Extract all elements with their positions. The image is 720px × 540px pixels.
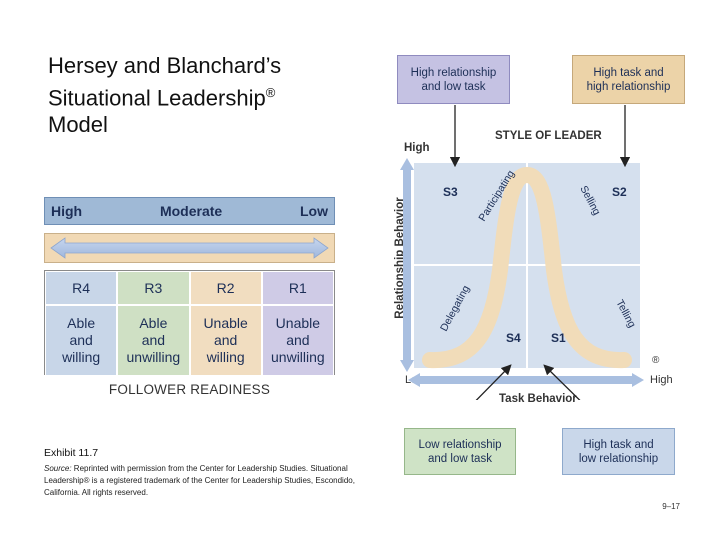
page-number: 9–17 bbox=[662, 502, 680, 511]
quadrant-s4: S4 bbox=[506, 331, 521, 345]
style-curve bbox=[422, 166, 632, 369]
follower-readiness-label: FOLLOWER READINESS bbox=[108, 382, 271, 397]
source-text: Reprinted with permission from the Cente… bbox=[44, 464, 355, 497]
exhibit-label: Exhibit 11.7 bbox=[44, 447, 99, 459]
readiness-arrow-bar bbox=[44, 233, 335, 263]
box-high-task-low-relationship: High task and low relationship bbox=[562, 428, 675, 475]
y-axis-arrow bbox=[400, 158, 414, 372]
x-axis-title: Task Behavior bbox=[499, 393, 577, 405]
readiness-desc-r4: Able and willing bbox=[45, 305, 118, 376]
quadrant-s1: S1 bbox=[551, 331, 566, 345]
source-prefix: Source: bbox=[44, 464, 72, 473]
arrow-to-s1 bbox=[543, 364, 581, 400]
readiness-code-r2: R2 bbox=[189, 271, 262, 305]
readiness-code-r3: R3 bbox=[117, 271, 190, 305]
arrow-to-s4 bbox=[475, 364, 512, 400]
readiness-code-r1: R1 bbox=[261, 271, 334, 305]
readiness-high-label: High bbox=[51, 203, 83, 219]
leadership-style-diagram: S3 S2 S4 S1 Participating Selling Delega… bbox=[400, 105, 644, 400]
quadrant-s2: S2 bbox=[612, 185, 627, 199]
box-low-relationship-low-task: Low relationship and low task bbox=[404, 428, 516, 475]
readiness-moderate-label: Moderate bbox=[159, 203, 223, 219]
readiness-desc-r2: Unable and willing bbox=[189, 305, 262, 376]
double-arrow-icon bbox=[50, 237, 329, 259]
title-line-1: Hersey and Blanchard’s bbox=[48, 53, 282, 78]
title-line-2: Situational Leadership® bbox=[48, 85, 276, 111]
source-note: Source: Reprinted with permission from t… bbox=[44, 463, 364, 499]
x-axis-arrow bbox=[408, 373, 644, 387]
style-of-leader-label: STYLE OF LEADER bbox=[495, 130, 602, 142]
registered-mark: ® bbox=[265, 85, 276, 100]
readiness-scale-header: High Moderate Low bbox=[44, 197, 335, 225]
quadrant-s3: S3 bbox=[443, 185, 458, 199]
diagram-registered-mark: ® bbox=[652, 355, 660, 366]
readiness-grid: R4 R3 R2 R1 Able and willing Able and un… bbox=[44, 270, 335, 376]
readiness-low-label: Low bbox=[300, 203, 328, 219]
readiness-desc-r3: Able and unwilling bbox=[117, 305, 190, 376]
x-axis-high-label: High bbox=[650, 374, 673, 386]
box-high-relationship-low-task: High relationship and low task bbox=[397, 55, 510, 104]
readiness-desc-r1: Unable and unwilling bbox=[261, 305, 334, 376]
readiness-code-r4: R4 bbox=[45, 271, 118, 305]
box-high-task-high-relationship: High task and high relationship bbox=[572, 55, 685, 104]
y-axis-high-label: High bbox=[404, 142, 430, 154]
title-line-3: Model bbox=[48, 112, 108, 138]
page-title: Hersey and Blanchard’s Situational Leade… bbox=[48, 52, 368, 138]
